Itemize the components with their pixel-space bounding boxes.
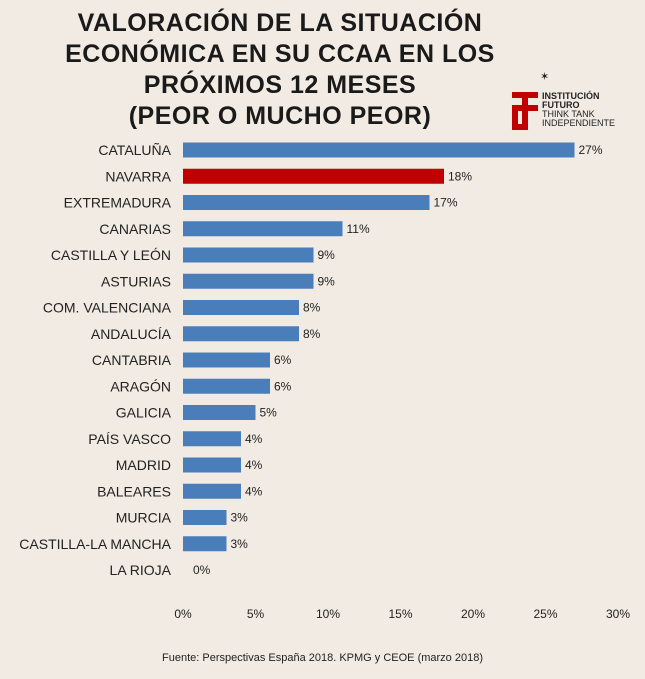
logo-text: INSTITUCIÓN FUTURO THINK TANK INDEPENDIE…	[542, 92, 615, 128]
value-label-murcia: 3%	[231, 511, 249, 525]
institucion-futuro-logo: ✶ INSTITUCIÓN FUTURO THINK TANK INDEPEND…	[512, 70, 642, 130]
value-label-asturias: 9%	[318, 274, 336, 288]
category-label-cantabria: CANTABRIA	[92, 352, 172, 368]
value-label-cataluña: 27%	[579, 143, 603, 157]
bar-andalucía	[183, 326, 299, 342]
chart-title: VALORACIÓN DE LA SITUACIÓN ECONÓMICA EN …	[60, 8, 500, 132]
logo-line-1: INSTITUCIÓN	[542, 91, 600, 101]
source-note: Fuente: Perspectivas España 2018. KPMG y…	[162, 652, 483, 664]
x-tick-label-0: 0%	[174, 607, 192, 621]
value-label-aragón: 6%	[274, 379, 292, 393]
value-label-la-rioja: 0%	[193, 563, 211, 577]
chart-title-line-4: (PEOR O MUCHO PEOR)	[128, 102, 432, 130]
category-label-castilla-y-león: CASTILLA Y LEÓN	[51, 247, 171, 263]
bar-extremadura	[183, 195, 430, 210]
x-tick-label-30: 30%	[606, 607, 630, 621]
bar-canarias	[183, 221, 343, 237]
value-label-madrid: 4%	[245, 458, 263, 472]
chart-title-line-2: ECONÓMICA EN SU CCAA EN LOS	[65, 40, 495, 68]
category-label-baleares: BALEARES	[97, 483, 171, 499]
category-label-com-valenciana: COM. VALENCIANA	[43, 300, 172, 316]
bar-cataluña	[183, 142, 575, 158]
value-label-castilla-y-león: 9%	[318, 248, 336, 262]
star-icon: ✶	[540, 71, 550, 83]
chart-title-line-3: PRÓXIMOS 12 MESES	[143, 71, 417, 99]
chart-title-line-1: VALORACIÓN DE LA SITUACIÓN	[77, 9, 483, 37]
category-label-castilla-la-mancha: CASTILLA-LA MANCHA	[19, 536, 171, 552]
value-label-cantabria: 6%	[274, 353, 292, 367]
category-label-asturias: ASTURIAS	[101, 273, 171, 289]
x-tick-label-15: 15%	[388, 607, 412, 621]
bar-com-valenciana	[183, 300, 299, 315]
bar-galicia	[183, 405, 256, 420]
category-label-canarias: CANARIAS	[99, 221, 171, 237]
category-label-la-rioja: LA RIOJA	[110, 562, 172, 578]
logo-line-2: FUTURO	[542, 100, 580, 110]
value-label-castilla-la-mancha: 3%	[231, 537, 249, 551]
bar-asturias	[183, 273, 314, 289]
value-label-país-vasco: 4%	[245, 432, 263, 446]
x-tick-label-10: 10%	[316, 607, 340, 621]
category-label-navarra: NAVARRA	[105, 168, 171, 184]
category-label-aragón: ARAGÓN	[110, 378, 171, 394]
value-label-galicia: 5%	[260, 406, 278, 420]
x-tick-label-20: 20%	[461, 607, 485, 621]
logo-mark-icon	[512, 92, 538, 130]
logo-line-3: THINK TANK	[542, 109, 595, 119]
category-label-extremadura: EXTREMADURA	[64, 195, 172, 211]
category-label-país-vasco: PAÍS VASCO	[88, 431, 171, 447]
value-label-navarra: 18%	[448, 169, 472, 183]
value-label-andalucía: 8%	[303, 327, 321, 341]
value-label-canarias: 11%	[347, 222, 370, 236]
logo-line-4: INDEPENDIENTE	[542, 118, 616, 128]
category-label-madrid: MADRID	[116, 457, 171, 473]
category-label-galicia: GALICIA	[116, 405, 172, 421]
category-label-cataluña: CATALUÑA	[98, 142, 171, 158]
category-label-andalucía: ANDALUCÍA	[91, 326, 172, 342]
value-label-com-valenciana: 8%	[303, 301, 321, 315]
x-tick-label-25: 25%	[533, 607, 557, 621]
bar-baleares	[183, 483, 241, 499]
value-label-baleares: 4%	[245, 484, 263, 498]
bar-murcia	[183, 510, 227, 525]
x-tick-label-5: 5%	[247, 607, 265, 621]
bar-país-vasco	[183, 431, 241, 447]
bar-navarra	[183, 168, 444, 184]
bar-castilla-la-mancha	[183, 536, 227, 552]
category-label-murcia: MURCIA	[116, 510, 172, 526]
bar-cantabria	[183, 352, 270, 368]
value-label-extremadura: 17%	[434, 196, 458, 210]
bar-castilla-y-león	[183, 247, 314, 263]
bar-aragón	[183, 378, 270, 394]
bar-madrid	[183, 457, 241, 473]
